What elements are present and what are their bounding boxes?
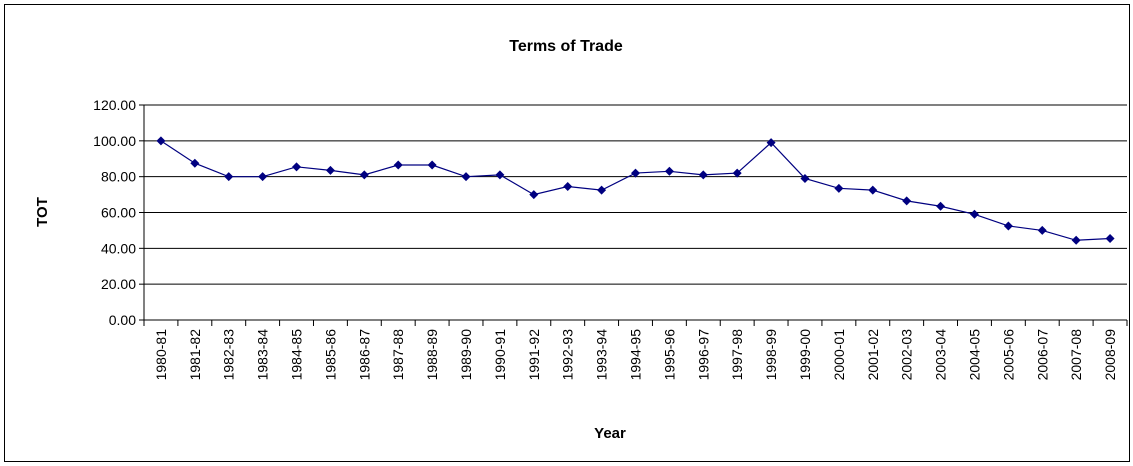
y-tick-label: 40.00 (101, 240, 136, 256)
marker (664, 166, 674, 176)
chart-border (4, 4, 1130, 462)
x-tick-label: 2003-04 (933, 329, 949, 381)
marker (732, 168, 742, 178)
y-tick-label: 100.00 (93, 133, 136, 149)
marker (393, 160, 403, 170)
y-axis-label: TOT (34, 197, 51, 227)
marker (190, 158, 200, 168)
x-tick-label: 1997-98 (729, 329, 745, 381)
x-tick-label: 1995-96 (661, 329, 677, 381)
marker (461, 172, 471, 182)
marker (597, 185, 607, 195)
x-tick-label: 2006-07 (1034, 329, 1050, 381)
marker (868, 185, 878, 195)
y-tick-label: 60.00 (101, 205, 136, 221)
x-tick-label: 1981-82 (187, 329, 203, 381)
x-tick-label: 1983-84 (255, 329, 271, 381)
x-axis-label: Year (594, 425, 626, 442)
x-tick-label: 1999-00 (797, 329, 813, 381)
y-tick-label: 20.00 (101, 276, 136, 292)
marker (834, 183, 844, 193)
x-tick-label: 2008-09 (1102, 329, 1118, 381)
marker (359, 170, 369, 180)
marker (292, 162, 302, 172)
y-tick-label: 0.00 (109, 312, 136, 328)
marker (156, 136, 166, 146)
marker (631, 168, 640, 178)
x-tick-label: 1998-99 (763, 329, 779, 381)
marker (258, 172, 268, 182)
x-tick-label: 1986-87 (356, 329, 372, 381)
marker (969, 209, 979, 219)
marker (1003, 221, 1013, 231)
marker (495, 170, 505, 180)
marker (529, 190, 539, 200)
marker (325, 165, 335, 175)
marker (427, 160, 437, 170)
x-tick-label: 2002-03 (899, 329, 915, 381)
x-tick-label: 1991-92 (526, 329, 542, 381)
x-tick-label: 1987-88 (390, 329, 406, 381)
y-tick-label: 120.00 (93, 97, 136, 113)
x-tick-label: 1982-83 (221, 329, 237, 381)
y-tick-label: 80.00 (101, 169, 136, 185)
x-tick-label: 1996-97 (695, 329, 711, 381)
x-tick-label: 2007-08 (1068, 329, 1084, 381)
x-tick-label: 1980-81 (153, 329, 169, 381)
x-tick-label: 1985-86 (322, 329, 338, 381)
x-tick-label: 2000-01 (831, 329, 847, 381)
marker (698, 170, 708, 180)
x-tick-label: 1990-91 (492, 329, 508, 381)
x-tick-label: 2005-06 (1000, 329, 1016, 381)
marker (902, 196, 912, 206)
x-tick-label: 1989-90 (458, 329, 474, 381)
x-tick-label: 1984-85 (289, 329, 305, 381)
x-tick-label: 1994-95 (628, 329, 644, 381)
marker (1071, 235, 1081, 245)
marker (766, 138, 776, 148)
x-tick-label: 1992-93 (560, 329, 576, 381)
chart-title: Terms of Trade (509, 38, 623, 55)
x-tick-label: 2001-02 (865, 329, 881, 381)
marker (224, 172, 234, 182)
marker (936, 201, 946, 211)
x-tick-label: 1993-94 (594, 329, 610, 381)
x-tick-label: 1988-89 (424, 329, 440, 381)
marker (800, 173, 810, 183)
marker (1037, 225, 1047, 235)
x-tick-label: 2004-05 (966, 329, 982, 381)
marker (563, 182, 573, 192)
marker (1105, 233, 1115, 243)
